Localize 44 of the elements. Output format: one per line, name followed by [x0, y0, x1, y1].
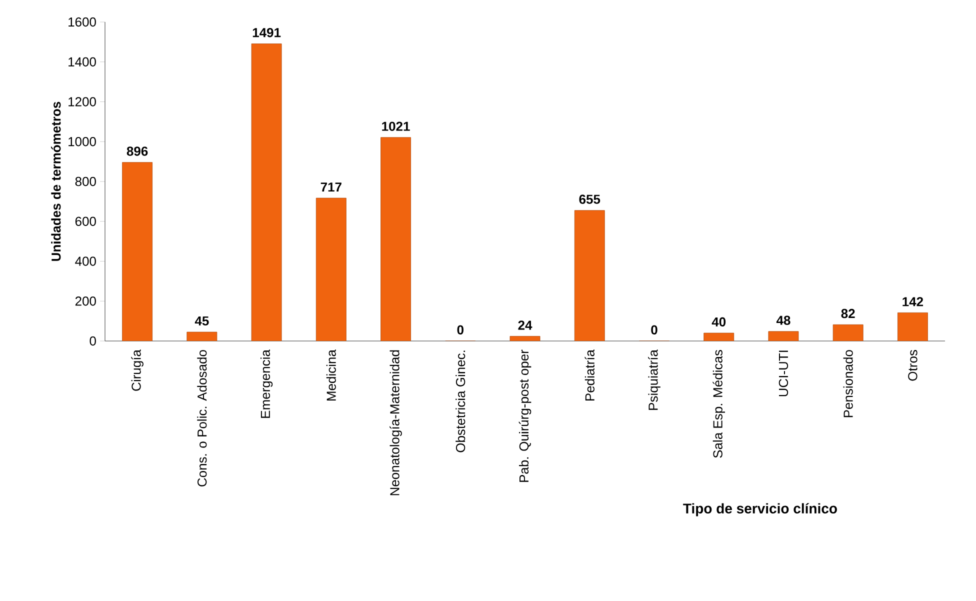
- bar: [122, 162, 153, 341]
- data-label: 45: [194, 316, 209, 326]
- data-label: 24: [518, 320, 532, 330]
- x-tick-label: Cirugía: [131, 350, 144, 391]
- data-label: 1021: [382, 122, 410, 131]
- y-tick-label: 800: [75, 176, 96, 186]
- x-tick-label: UCI-UTI: [778, 350, 788, 396]
- bar: [316, 198, 346, 341]
- data-label: 896: [126, 146, 148, 156]
- x-tick-label: Medicina: [326, 350, 336, 400]
- x-tick-label: Cons. o Polic. Adosado: [197, 350, 207, 486]
- x-tick-label: Otros: [908, 350, 918, 381]
- y-tick-label: 1400: [68, 57, 96, 66]
- x-tick-label: Pediatría: [584, 350, 594, 400]
- y-tick-label: 200: [75, 296, 96, 306]
- y-tick-label: 400: [75, 256, 96, 266]
- bar: [898, 312, 928, 341]
- bar: [574, 210, 605, 341]
- bar: [832, 324, 864, 341]
- data-label: 0: [457, 325, 464, 334]
- bar: [251, 44, 282, 341]
- x-tick-label: Sala Esp. Médicas: [712, 350, 725, 458]
- y-tick-label: 0: [90, 336, 96, 346]
- y-tick-label: 1600: [68, 17, 96, 27]
- data-label: 48: [776, 316, 790, 325]
- y-tick-label: 1200: [68, 97, 96, 106]
- bar: [380, 137, 411, 341]
- data-label: 142: [902, 297, 924, 306]
- data-label: 82: [841, 308, 855, 318]
- x-axis-title: Tipo de servicio clínico: [683, 503, 837, 516]
- y-tick-label: 600: [75, 216, 96, 226]
- data-label: 40: [712, 317, 726, 326]
- y-axis-title: Unidades de termómetros: [51, 102, 61, 261]
- data-label: 0: [651, 325, 658, 334]
- x-tick-label: Neonatología-Maternidad: [390, 350, 402, 496]
- x-tick-label: Psiquiatría: [648, 350, 660, 410]
- data-label: 655: [579, 194, 600, 204]
- x-tick-label: Pab. Quirúrg-post oper: [518, 350, 532, 482]
- data-label: 1491: [252, 28, 281, 38]
- x-tick-label: Emergencia: [260, 350, 273, 418]
- x-tick-label: Pensionado: [843, 350, 853, 418]
- x-tick-label: Obstetricia Ginec.: [456, 350, 466, 452]
- y-tick-label: 1000: [68, 137, 96, 146]
- data-label: 717: [320, 182, 342, 192]
